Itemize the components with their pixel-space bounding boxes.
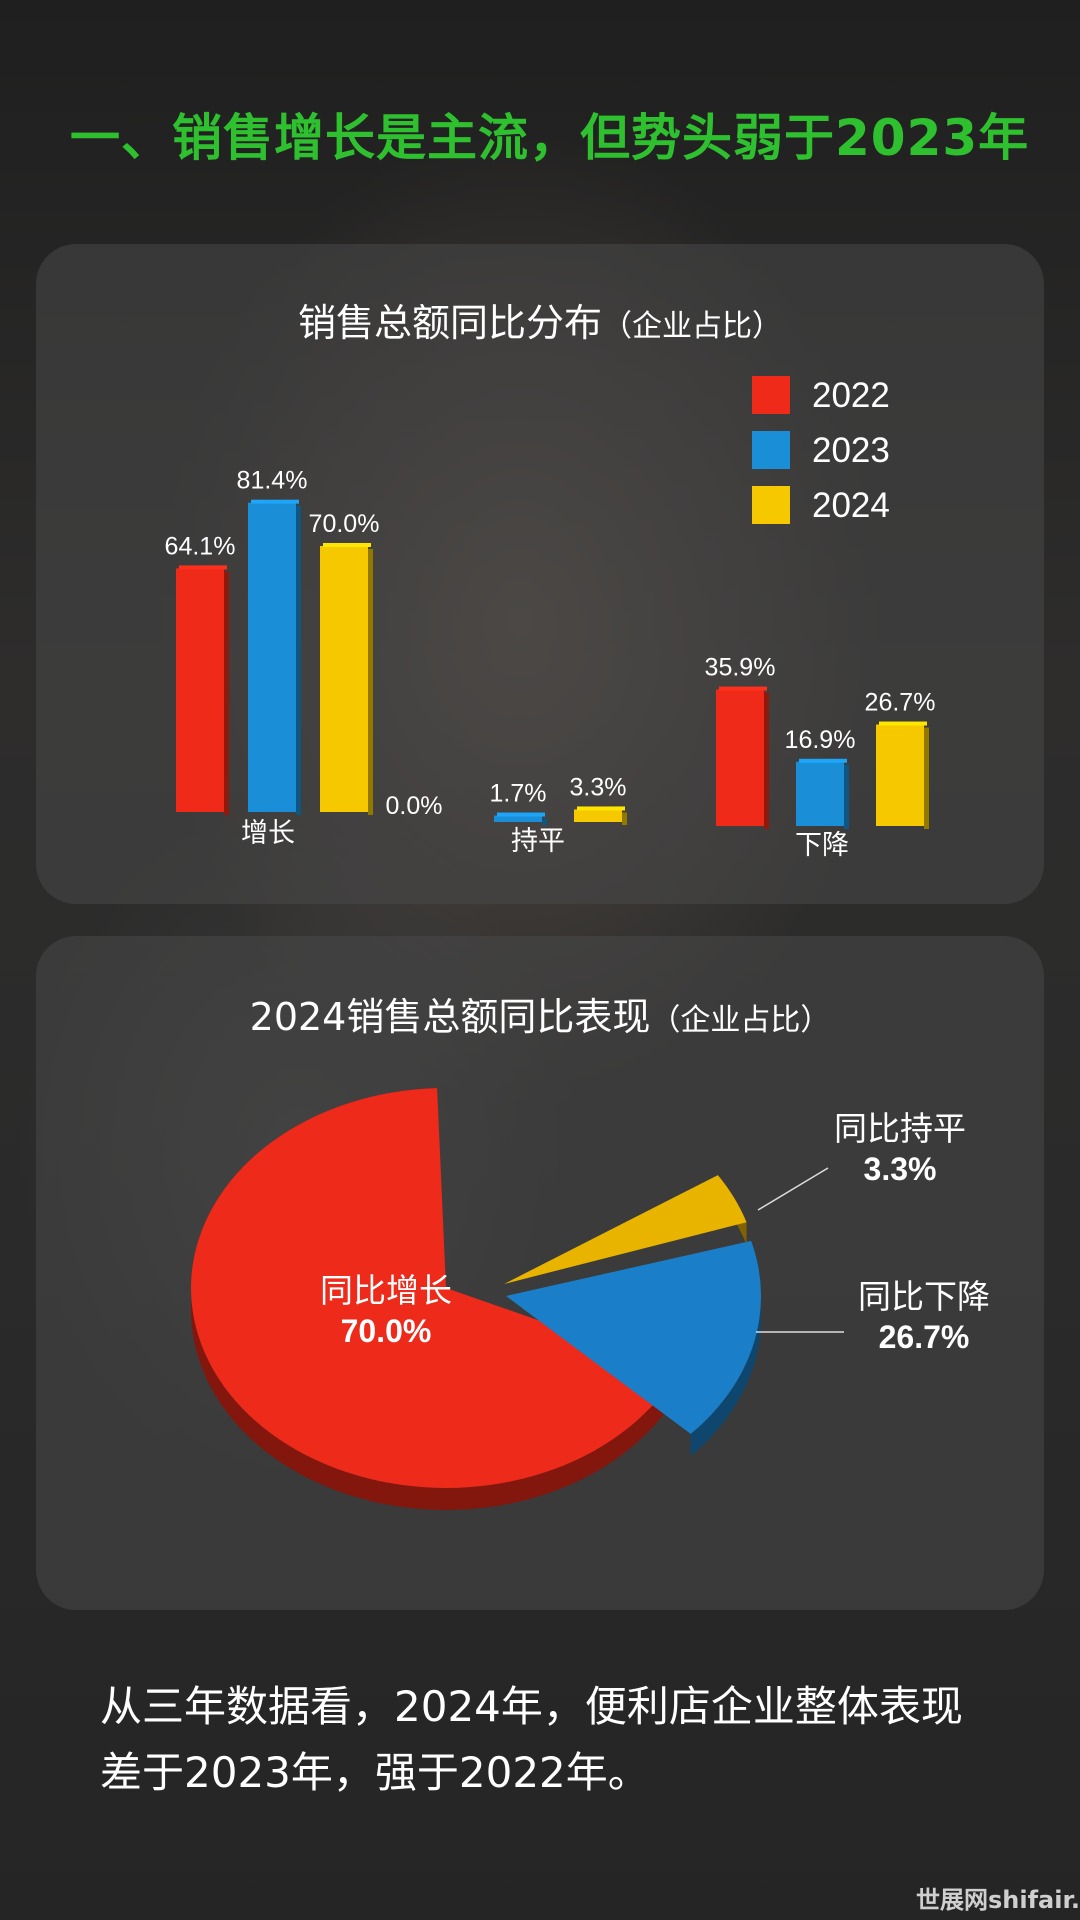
bar-2023-2 bbox=[796, 761, 844, 826]
bar-side-2024-0 bbox=[368, 549, 373, 815]
pie-chart-title-note: （企业占比） bbox=[650, 1003, 831, 1038]
bar-chart: 64.1% 81.4%70.0% 增长 0.0% 1.7% 3.3%持平 35.9% 16.9… bbox=[165, 376, 936, 861]
bar-2024-1 bbox=[574, 809, 622, 822]
bar-top-2024-2 bbox=[879, 721, 927, 726]
bar-2023-0 bbox=[248, 502, 296, 812]
pie-label-1: 同比下降 bbox=[858, 1277, 990, 1316]
bar-2022-2 bbox=[716, 689, 764, 826]
legend-swatch-2024 bbox=[752, 486, 790, 524]
pie-slice-2 bbox=[504, 1175, 747, 1284]
bar-value-label-2022-0: 64.1% bbox=[165, 532, 236, 560]
bar-2023-1 bbox=[494, 815, 542, 822]
legend-label-2022: 2022 bbox=[812, 376, 890, 415]
bar-side-2024-2 bbox=[924, 727, 929, 829]
legend-label-2024: 2024 bbox=[812, 486, 890, 525]
pie-value-label-2: 3.3% bbox=[864, 1151, 937, 1187]
bar-value-label-2022-2: 35.9% bbox=[705, 654, 776, 682]
bar-side-2022-2 bbox=[764, 692, 769, 829]
pie-leader-line-2 bbox=[757, 1167, 829, 1211]
bar-chart-title: 销售总额同比分布 bbox=[297, 301, 602, 345]
pie-chart-title: 2024销售总额同比表现 bbox=[249, 995, 651, 1039]
page-headline: 一、销售增长是主流，但势头弱于2023年 bbox=[70, 109, 1030, 167]
bar-top-2023-2 bbox=[799, 758, 847, 763]
bar-value-label-2024-1: 3.3% bbox=[570, 773, 627, 801]
bar-side-2023-2 bbox=[844, 764, 849, 829]
bar-value-label-2024-0: 70.0% bbox=[309, 510, 380, 538]
bar-top-2023-0 bbox=[251, 499, 299, 504]
legend-label-2023: 2023 bbox=[812, 431, 890, 470]
pie-slice-1 bbox=[506, 1240, 761, 1434]
bar-2024-0 bbox=[320, 546, 368, 812]
bar-side-2023-0 bbox=[296, 505, 301, 815]
bar-2024-2 bbox=[876, 724, 924, 826]
bar-top-2022-2 bbox=[719, 686, 767, 691]
pie-value-label-0: 70.0% bbox=[341, 1313, 432, 1349]
pie-chart-card: 2024销售总额同比表现（企业占比） 同比增长 70.0% 同比下降 26.7% 同比持… bbox=[36, 936, 1044, 1610]
bar-chart-card: 销售总额同比分布（企业占比） 64.1% 81.4% 70.0% 增长 0.0% 1.7%… bbox=[36, 244, 1044, 904]
bar-value-label-2023-2: 16.9% bbox=[785, 726, 856, 754]
bar-chart-title-note: （企业占比） bbox=[602, 309, 782, 344]
bar-side-2023-1 bbox=[542, 818, 547, 825]
category-label-1: 持平 bbox=[511, 826, 565, 857]
pie-chart-title-wrap: 2024销售总额同比表现（企业占比） bbox=[36, 986, 1044, 1041]
pie-slice-0 bbox=[191, 1088, 679, 1488]
bar-side-2024-1 bbox=[622, 812, 627, 825]
bar-top-2023-1 bbox=[497, 812, 545, 817]
bar-value-label-2022-1: 0.0% bbox=[386, 792, 443, 820]
bar-value-label-2023-1: 1.7% bbox=[490, 780, 547, 808]
category-label-0: 增长 bbox=[241, 818, 295, 849]
pie-label-2: 同比持平 bbox=[834, 1109, 966, 1148]
bar-top-2024-1 bbox=[577, 806, 625, 811]
category-label-2: 下降 bbox=[795, 830, 849, 861]
bar-value-label-2023-0: 81.4% bbox=[237, 467, 308, 495]
bar-side-2022-0 bbox=[224, 571, 229, 815]
legend-swatch-2023 bbox=[752, 431, 790, 469]
bar-value-label-2024-2: 26.7% bbox=[865, 689, 936, 717]
bar-top-2024-0 bbox=[323, 543, 371, 547]
legend-swatch-2022 bbox=[752, 376, 790, 414]
bar-top-2022-0 bbox=[179, 565, 227, 570]
pie-value-label-1: 26.7% bbox=[879, 1319, 970, 1355]
pie-label-0: 同比增长 bbox=[320, 1271, 452, 1310]
summary-text: 从三年数据看，2024年，便利店企业整体表现差于2023年，强于2022年。 bbox=[100, 1682, 963, 1797]
bar-2022-0 bbox=[176, 568, 224, 812]
watermark: 世展网shifair. bbox=[916, 1886, 1080, 1914]
bar-chart-title-wrap: 销售总额同比分布（企业占比） bbox=[36, 292, 1044, 347]
